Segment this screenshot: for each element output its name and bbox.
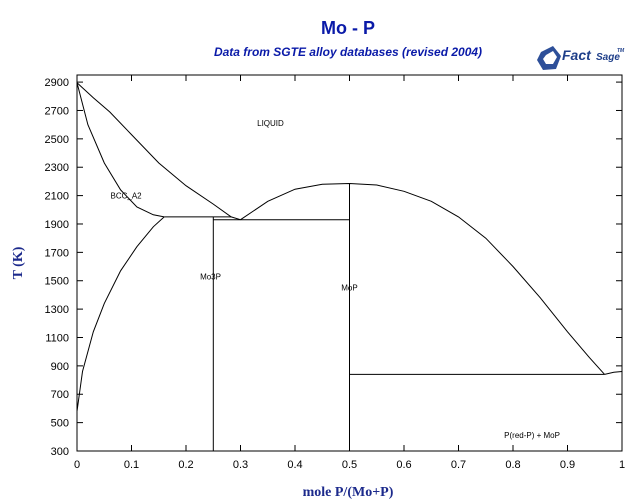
- x-tick-label: 0.1: [124, 459, 139, 471]
- y-tick-label: 1300: [45, 304, 69, 316]
- chart-title: Mo - P: [321, 18, 375, 38]
- y-axis-title: T (K): [11, 246, 26, 279]
- y-tick-label: 1100: [45, 332, 69, 344]
- region-label: Mo3P: [200, 272, 221, 281]
- phase-boundaries: [76, 82, 623, 451]
- x-axis: 0 0.1 0.2 0.3 0.4 0.5 0.6 0.7 0.8 0.9 1: [74, 75, 625, 471]
- x-tick-label: 0.4: [287, 459, 302, 471]
- x-tick-label: 1: [619, 459, 625, 471]
- logo-suffix-text: Sage: [596, 52, 620, 63]
- x-tick-label: 0.8: [505, 459, 520, 471]
- phase-boundary-3: [76, 216, 165, 412]
- region-labels: LIQUID BCC_A2 Mo3P MoP P(red-P) + MoP: [110, 119, 559, 440]
- y-tick-label: 700: [51, 389, 69, 401]
- phase-boundary-2: [76, 82, 165, 218]
- y-tick-label: 1900: [45, 219, 69, 231]
- x-tick-label: 0.2: [178, 459, 193, 471]
- x-tick-label: 0.6: [396, 459, 411, 471]
- y-axis: 300 500 700 900 1100 1300 1500 1700 1900 2100 2300…: [45, 77, 622, 458]
- y-tick-label: 2700: [45, 105, 69, 117]
- y-tick-label: 2900: [45, 77, 69, 89]
- region-label: LIQUID: [257, 119, 284, 128]
- y-tick-label: 1500: [45, 276, 69, 288]
- y-tick-label: 300: [51, 446, 69, 458]
- x-tick-label: 0.7: [451, 459, 466, 471]
- y-tick-label: 2300: [45, 162, 69, 174]
- y-tick-label: 2100: [45, 191, 69, 203]
- phase-boundary-1: [76, 82, 241, 221]
- chart-subtitle: Data from SGTE alloy databases (revised …: [214, 45, 482, 59]
- x-axis-title: mole P/(Mo+P): [303, 485, 394, 500]
- y-tick-label: 1700: [45, 247, 69, 259]
- factsage-logo-icon: [537, 46, 561, 70]
- x-tick-label: 0: [74, 459, 80, 471]
- region-label: P(red-P) + MoP: [504, 431, 560, 440]
- factsage-logo: Fact Sage TM: [537, 46, 625, 70]
- logo-brand-text: Fact: [562, 47, 592, 63]
- y-tick-label: 500: [51, 418, 69, 430]
- phase-boundary-10: [604, 371, 623, 375]
- y-tick-label: 2500: [45, 134, 69, 146]
- x-tick-label: 0.3: [233, 459, 248, 471]
- logo-trademark-text: TM: [617, 48, 625, 54]
- x-tick-label: 0.5: [342, 459, 357, 471]
- region-label: BCC_A2: [110, 191, 142, 200]
- x-tick-label: 0.9: [560, 459, 575, 471]
- y-tick-label: 900: [51, 361, 69, 373]
- phase-boundary-8: [240, 182, 605, 375]
- region-label: MoP: [341, 284, 357, 293]
